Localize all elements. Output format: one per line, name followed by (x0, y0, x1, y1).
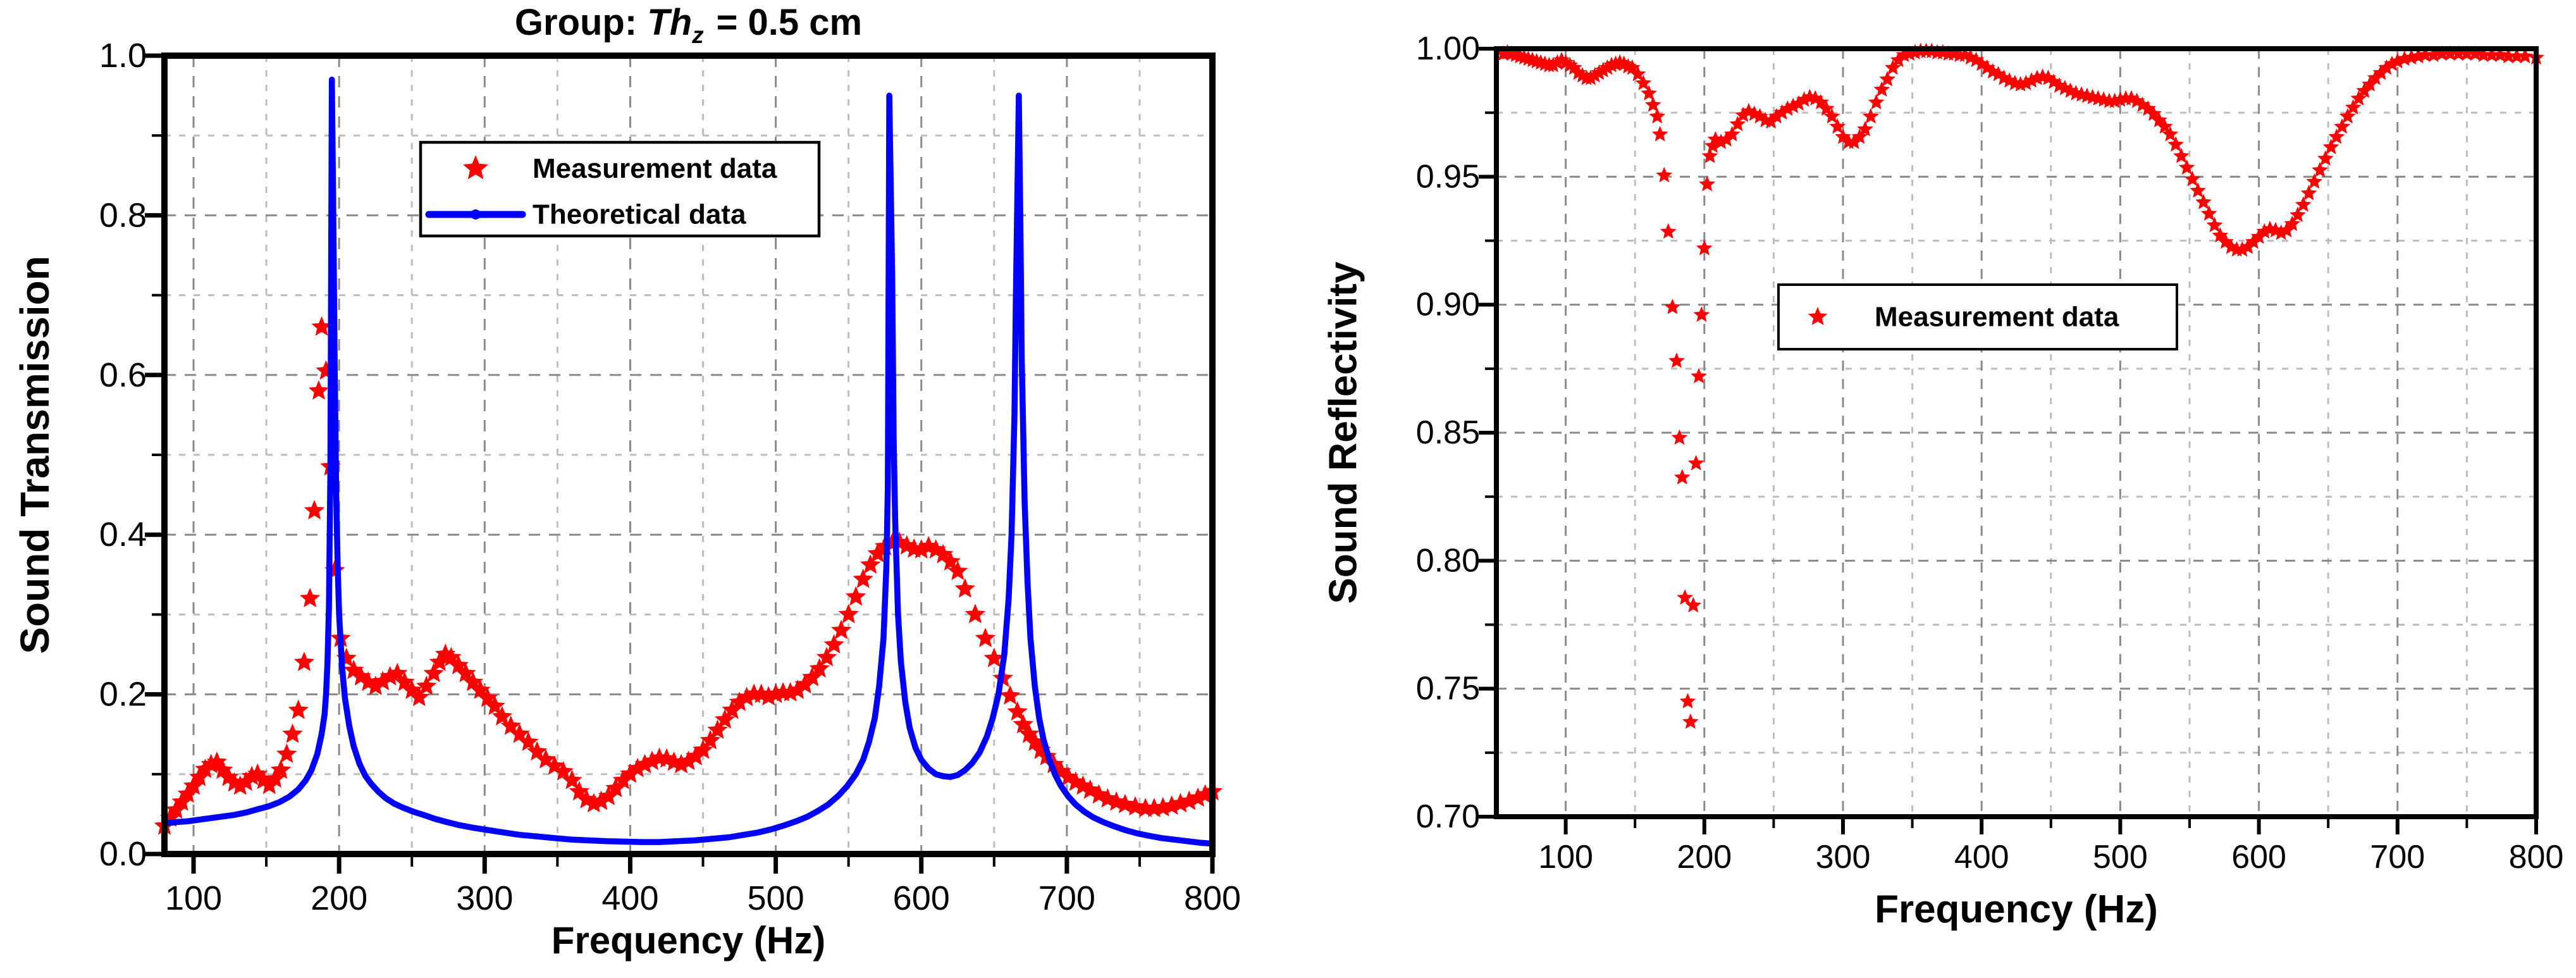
y-tick-label: 0.0 (99, 835, 147, 873)
x-tick-label: 700 (1038, 879, 1095, 917)
legend-star-icon (1808, 307, 1828, 325)
y-tick-label: 0.90 (1416, 287, 1480, 323)
y-tick-label: 0.75 (1416, 671, 1480, 707)
y-tick-label: 0.80 (1416, 542, 1480, 579)
x-tick-label: 500 (2093, 839, 2148, 876)
legend: Measurement data Theoretical data (419, 140, 821, 238)
title-variable: Th (647, 2, 693, 43)
x-tick-label: 800 (2509, 839, 2564, 876)
x-tick-label: 200 (311, 879, 367, 917)
x-tick-label: 800 (1184, 879, 1241, 917)
y-tick-label: 0.4 (99, 516, 147, 554)
legend-box (419, 140, 821, 238)
legend-box (1777, 283, 2178, 350)
x-tick-label: 600 (2231, 839, 2286, 876)
x-axis-label-right: Frequency (Hz) (1875, 888, 2158, 931)
legend-line-dot-icon (471, 209, 481, 220)
y-tick-label: 0.85 (1416, 414, 1480, 451)
y-tick-label: 0.95 (1416, 158, 1480, 195)
y-axis-label-reflectivity: Sound Reflectivity (1321, 261, 1365, 604)
x-tick-label: 400 (601, 879, 658, 917)
y-tick-label: 1.00 (1416, 30, 1480, 67)
y-tick-label: 0.70 (1416, 798, 1480, 835)
legend-star-icon (463, 155, 488, 180)
title-subscript: z (692, 21, 704, 48)
x-tick-label: 700 (2370, 839, 2425, 876)
transmission-chart: 100 200 300 400 500 600 700 800 0.0 0.2 0.4 0.6 0.8 1… (99, 37, 1241, 917)
x-tick-label: 200 (1677, 839, 1732, 876)
x-tick-label: 300 (456, 879, 513, 917)
y-tick-label: 0.6 (99, 356, 147, 394)
y-tick-label: 0.8 (99, 196, 147, 234)
legend-entry-label: Measurement data (533, 153, 777, 184)
x-tick-label: 100 (165, 879, 222, 917)
measurement-star-points (154, 316, 1223, 835)
plot-border (161, 53, 1216, 857)
x-tick-label: 300 (1816, 839, 1871, 876)
measurement-star-points (1495, 42, 2544, 729)
legend-entry-label: Theoretical data (533, 199, 746, 230)
y-tick-label: 1.0 (99, 37, 147, 75)
left-chart-title: Group: Thz = 0.5 cm (164, 1, 1212, 48)
x-tick-label: 600 (893, 879, 950, 917)
legend: Measurement data (1777, 283, 2178, 350)
y-axis-label-transmission: Sound Transmission (12, 256, 58, 654)
theoretical-line (161, 77, 1216, 847)
y-tick-label: 0.2 (99, 676, 147, 714)
title-prefix: Group: (514, 2, 648, 43)
plot-border (1494, 46, 2539, 819)
x-tick-label: 400 (1954, 839, 2009, 876)
title-value: = 0.5 cm (706, 2, 863, 43)
legend-entry-label: Measurement data (1875, 302, 2119, 333)
x-axis-label-left: Frequency (Hz) (551, 919, 826, 962)
x-tick-label: 500 (748, 879, 804, 917)
reflectivity-chart: 100 200 300 400 500 600 700 800 0.70 0.75 0.80 0.85… (1416, 30, 2564, 876)
x-tick-label: 100 (1538, 839, 1593, 876)
